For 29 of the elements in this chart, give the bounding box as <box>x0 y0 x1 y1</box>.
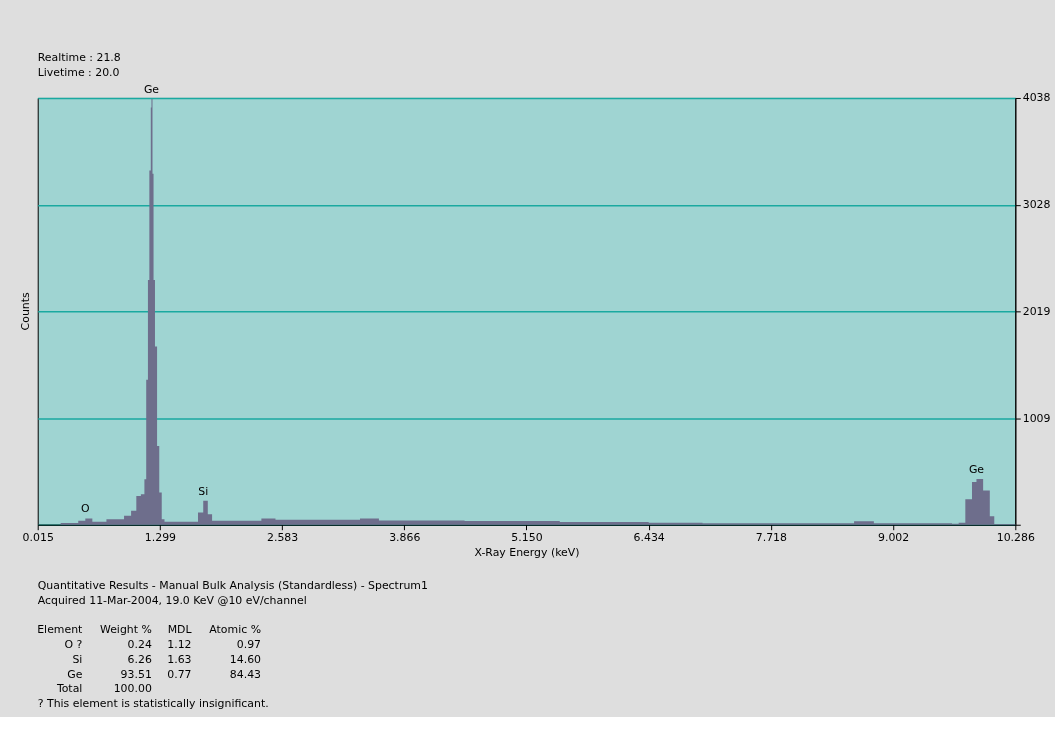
text: O ? 0.24 1.12 0.97 <box>64 637 262 651</box>
x-tick-label: 3.866 <box>389 531 421 545</box>
text: Livetime : 20.0 <box>37 66 120 80</box>
y-tick-label: 4038 <box>1022 91 1051 105</box>
text: Realtime : 21.8 <box>37 51 121 65</box>
x-axis-title: X-Ray Energy (keV) <box>474 546 580 559</box>
y-tick-label: 1009 <box>1022 411 1051 425</box>
annotation: O <box>81 502 90 516</box>
x-tick-label: 1.299 <box>144 531 177 545</box>
y-tick-label: 3028 <box>1022 198 1051 212</box>
text: Quantitative Results - Manual Bulk Analysis (Standardless) - Spectrum1 <box>37 579 428 593</box>
annotation: Ge <box>143 83 160 97</box>
x-tick-label: 5.150 <box>511 531 543 545</box>
x-tick-label: 2.583 <box>267 531 299 545</box>
text: Si 6.26 1.63 14.60 <box>72 652 262 666</box>
annotation: Si <box>198 484 209 498</box>
text: ? This element is statistically insignificant. <box>37 697 269 711</box>
x-tick-label: 6.434 <box>633 531 665 545</box>
text: Ge 93.51 0.77 84.43 <box>67 667 262 681</box>
y-axis-title: Counts <box>18 292 32 331</box>
y-tick-label: 2019 <box>1022 304 1051 318</box>
x-tick-label: 10.286 <box>996 531 1035 545</box>
x-tick-label: 0.015 <box>22 531 54 545</box>
text: Element Weight % MDL Atomic % <box>37 622 262 636</box>
x-tick-label: 9.002 <box>877 531 910 545</box>
x-tick-label: 7.718 <box>755 531 788 545</box>
annotation: Ge <box>968 463 985 477</box>
text: Total 100.00 <box>56 682 152 696</box>
text: Acquired 11-Mar-2004, 19.0 KeV @10 eV/channel <box>37 594 307 608</box>
